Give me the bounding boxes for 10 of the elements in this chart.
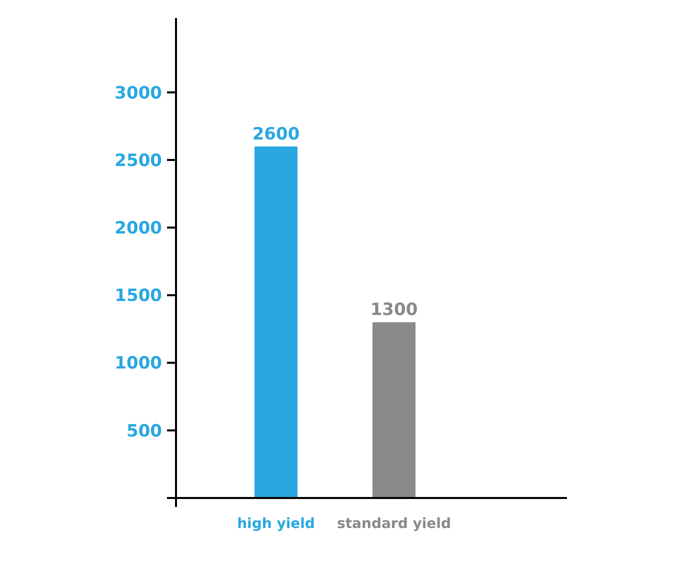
y-tick-label: 2000 bbox=[114, 218, 162, 239]
y-tick-label: 1500 bbox=[114, 286, 162, 306]
y-tick-label: 2500 bbox=[114, 150, 162, 171]
x-tick-label: high yield bbox=[237, 516, 315, 532]
data-label: 1300 bbox=[370, 300, 418, 320]
x-tick-label: standard yield bbox=[337, 516, 451, 532]
y-tick-label: 1000 bbox=[114, 354, 162, 374]
data-label: 2600 bbox=[252, 124, 300, 144]
y-tick-label: 500 bbox=[126, 421, 162, 442]
y-tick-label: 3000 bbox=[114, 83, 162, 104]
